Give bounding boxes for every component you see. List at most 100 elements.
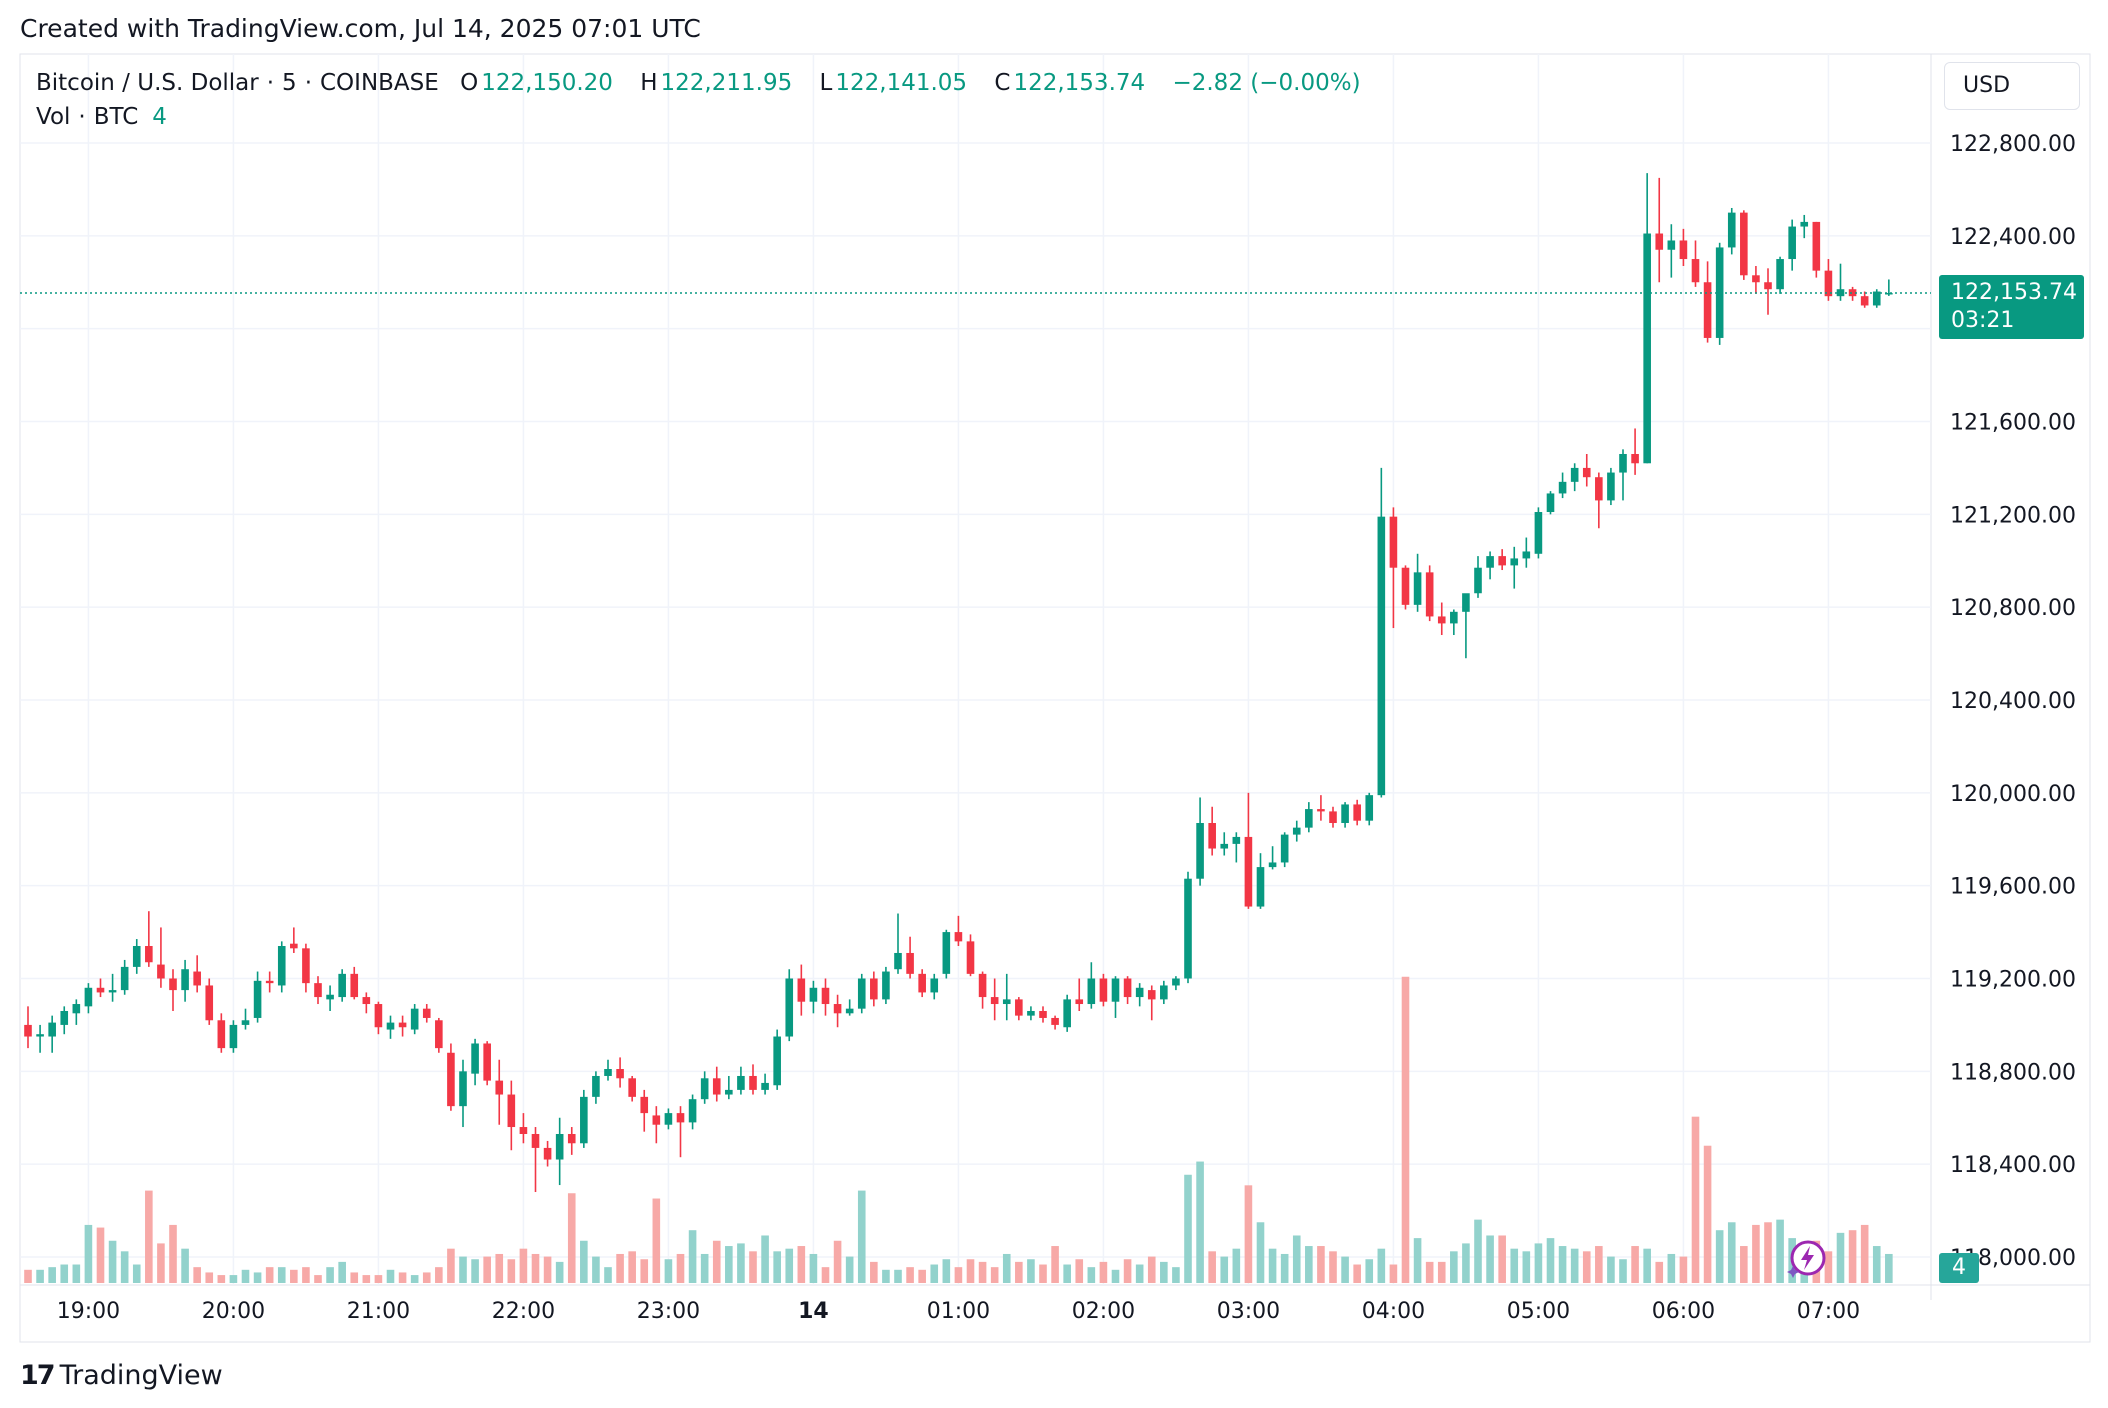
volume-bar [1619,1259,1627,1283]
candle-body [1667,240,1676,250]
volume-bar [72,1264,81,1283]
volume-bar [1715,1230,1724,1283]
open-value: 122,150.20 [481,70,613,96]
candle-body [870,978,878,1000]
candle-body [1377,516,1386,796]
volume-legend: Vol · BTC 4 [36,104,167,130]
candle-body [1123,978,1132,998]
candle-body [1317,809,1325,812]
candle-body [1570,467,1579,482]
tradingview-logo[interactable]: 17 TradingView [20,1360,223,1391]
volume-name[interactable]: Vol [36,104,71,130]
time-axis: 19:00 20:00 21:00 22:00 23:00 14 01:00 02:00 03:… [57,1299,1860,1324]
volume-bar [1595,1246,1603,1283]
candle-body [253,980,262,1018]
volume-bar [338,1261,346,1283]
volume-bar [1655,1261,1664,1283]
volume-bar [712,1240,721,1283]
volume-bar [1740,1246,1748,1283]
volume-bar [1848,1230,1857,1283]
volume-bar [1184,1174,1192,1283]
candle-body [1413,572,1422,605]
volume-bar [1196,1161,1204,1283]
candle-body [1087,978,1096,1005]
candle-body [1619,453,1627,473]
candle-body [1703,282,1712,338]
x-tick-label: 20:00 [202,1299,265,1324]
volume-bar [688,1230,697,1283]
candle-body [604,1069,612,1076]
volume-bar [277,1267,286,1283]
candle-body [1848,289,1857,297]
candle-body [1292,827,1301,835]
chart-caption: Created with TradingView.com, Jul 14, 20… [20,14,701,43]
candle-body [1655,233,1664,250]
lightning-icon[interactable] [1786,1238,1826,1278]
candle-body [1462,593,1470,612]
y-tick-label: 119,600.00 [1950,875,2076,900]
volume-bar [169,1224,177,1283]
candle-body [797,978,806,1002]
volume-bar [809,1253,818,1283]
candle-body [1196,823,1204,879]
volume-bar [350,1272,359,1283]
symbol-name[interactable]: Bitcoin / U.S. Dollar [36,70,259,96]
x-tick-label: 01:00 [927,1299,990,1324]
x-tick-label: 22:00 [492,1299,555,1324]
x-tick-label: 21:00 [347,1299,410,1324]
candle-body [483,1043,491,1081]
volume-bar [157,1243,165,1283]
volume-bar [1425,1261,1434,1283]
x-tick-label: 04:00 [1362,1299,1425,1324]
volume-bar [1353,1264,1361,1283]
volume-bar [1015,1261,1023,1283]
candle-body [145,946,153,963]
currency-button[interactable]: USD [1944,62,2080,110]
candle-body [1450,611,1458,624]
volume-bar [870,1261,878,1283]
volume-bar [1776,1219,1784,1283]
chart-frame [19,53,2091,1343]
candle-body [628,1078,636,1097]
candle-body [640,1096,649,1114]
x-tick-label: 03:00 [1217,1299,1280,1324]
candle-body [543,1147,552,1160]
volume-bar [483,1256,491,1283]
candle-body [1764,282,1772,290]
candle-body [314,983,322,998]
volume-bar [1764,1222,1772,1283]
candle-body [567,1133,576,1144]
interval[interactable]: 5 [282,70,297,96]
volume-bar [96,1227,105,1283]
volume-bar [1365,1259,1374,1283]
candle-body [1437,616,1446,624]
candle-body [978,973,987,998]
volume-bar [1836,1232,1845,1283]
candle-body [809,987,818,1002]
volume-bar [1546,1238,1555,1283]
candle-body [773,1036,781,1086]
candle-body [290,943,298,949]
volume-bar [1401,976,1410,1283]
candle-body [60,1010,69,1025]
candle-body [906,952,914,974]
volume-bar [761,1235,769,1283]
volume-bar [1160,1261,1168,1283]
candle-body [1401,567,1410,605]
tradingview-brand: TradingView [59,1360,223,1391]
volume-bar [1885,1253,1893,1283]
volume-bar [1268,1248,1277,1283]
open-key: O [460,70,479,96]
candle-body [845,1008,854,1014]
volume-bar [519,1248,528,1283]
candle-body [616,1069,624,1079]
candle-body [1510,558,1519,566]
candle-body [761,1082,769,1090]
volume-bar [60,1264,69,1283]
volume-axis-label: 4 [1939,1253,1979,1283]
y-tick-label: 122,400.00 [1950,225,2076,250]
candle-body [555,1133,564,1160]
candle-body [1812,221,1821,271]
candle-body [169,978,177,991]
